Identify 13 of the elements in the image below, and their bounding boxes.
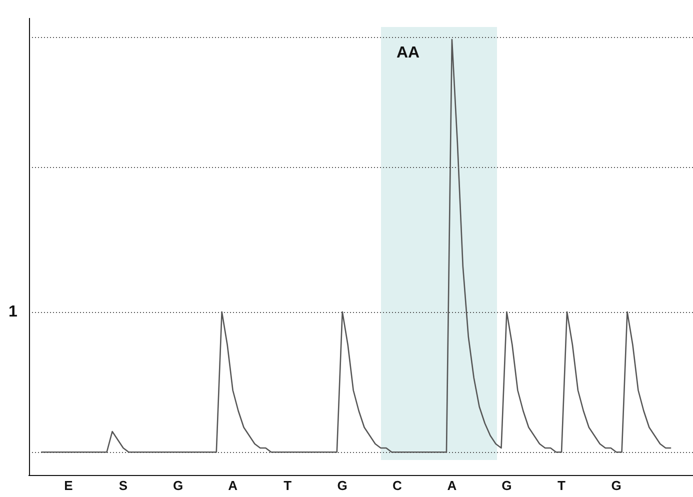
x-tick-label: G xyxy=(172,478,184,493)
x-tick-label: C xyxy=(392,478,402,493)
x-tick-label: A xyxy=(228,478,238,493)
annotation: AA xyxy=(396,44,420,62)
x-tick-label: G xyxy=(337,478,348,493)
x-tick-label: S xyxy=(118,478,128,493)
text: 1 xyxy=(8,303,18,320)
x-tick-label: A xyxy=(447,478,458,493)
x-tick-label: G xyxy=(611,478,622,493)
x-tick-label: T xyxy=(558,478,566,493)
x-tick-label: G xyxy=(502,478,512,493)
x-tick-label: T xyxy=(284,478,292,493)
x-tick-label: E xyxy=(64,478,74,493)
